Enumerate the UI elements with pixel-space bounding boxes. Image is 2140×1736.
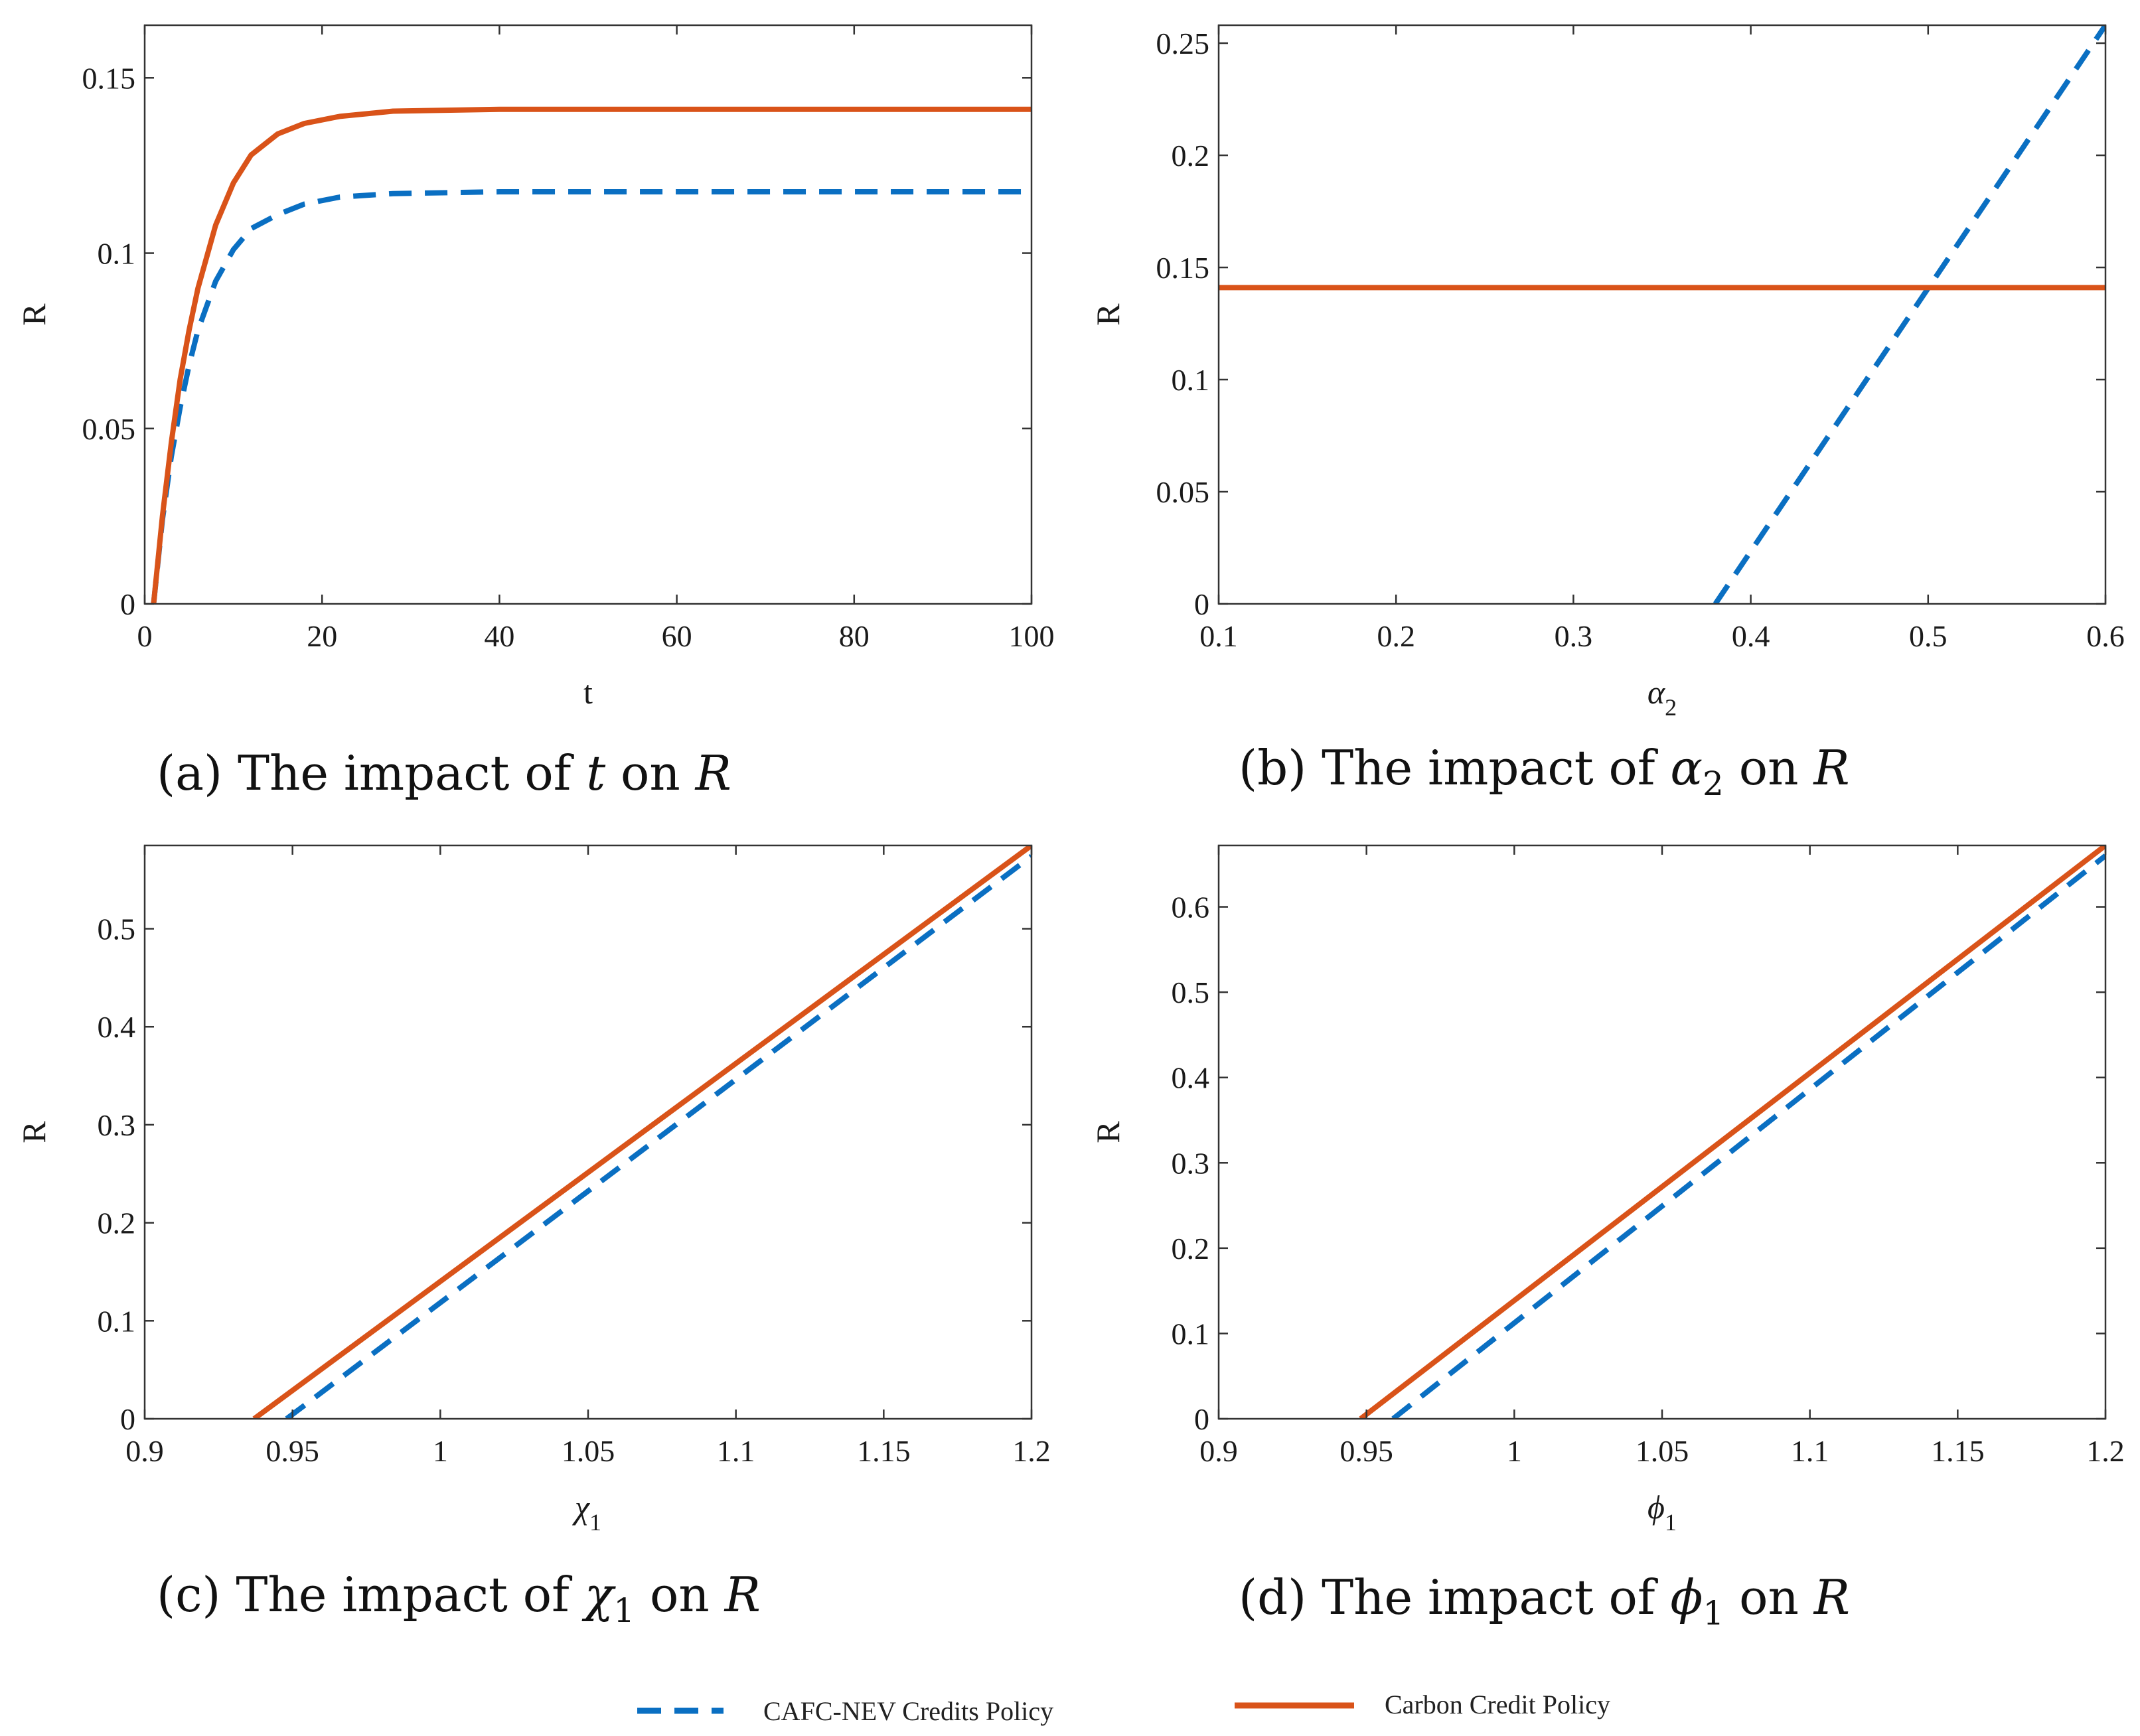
- y-axis-label: R: [15, 303, 52, 326]
- x-tick-label: 60: [662, 619, 692, 653]
- y-axis-label: R: [1089, 1121, 1126, 1143]
- series-carbon-credit-line: [1359, 845, 2105, 1419]
- y-tick-label: 0.1: [98, 1304, 136, 1338]
- y-tick-label: 0.1: [1172, 1317, 1210, 1350]
- x-tick-label: 1.2: [2086, 1434, 2125, 1468]
- panel-caption-c: (c) The impact of χ1 on R: [157, 1567, 761, 1630]
- legend-label-dashed: CAFC-NEV Credits Policy: [763, 1696, 1053, 1726]
- x-tick-label: 1: [1507, 1434, 1522, 1468]
- y-tick-label: 0.3: [98, 1108, 136, 1142]
- y-tick-label: 0.2: [1172, 1232, 1210, 1266]
- legend: CAFC-NEV Credits Policy Carbon Credit Po…: [637, 1690, 1610, 1726]
- panel-caption-a: (a) The impact of t on R: [157, 745, 731, 801]
- plot-frame: [143, 844, 1033, 1420]
- y-tick-label: 0.1: [98, 237, 136, 271]
- x-tick-label: 40: [484, 619, 514, 653]
- y-tick-label: 0: [120, 587, 135, 621]
- x-axis-label: χ1: [572, 1488, 601, 1536]
- series-cafc-nev-line: [1713, 25, 2105, 604]
- plot-frame: [1217, 844, 2107, 1420]
- y-tick-label: 0.2: [1172, 139, 1210, 173]
- y-tick-label: 0.5: [98, 912, 136, 946]
- chart-panel-b: 0.1 0.2 0.3 0.4 0.5 0.6 0 0.05 0.1 0.15 0.2 0.25 α2 R…: [1089, 24, 2125, 803]
- x-tick-label: 100: [1009, 619, 1055, 653]
- panel-caption-d: (d) The impact of ϕ1 on R: [1239, 1569, 1850, 1632]
- x-axis-label: ϕ1: [1647, 1488, 1677, 1536]
- plot-frame: [1217, 24, 2107, 605]
- series-carbon-credit-line: [252, 845, 1032, 1419]
- y-axis-label: R: [15, 1121, 52, 1143]
- y-tick-label: 0.15: [82, 61, 136, 95]
- x-tick-label: 1.15: [857, 1434, 911, 1468]
- x-tick-label: 20: [307, 619, 337, 653]
- x-tick-label: 80: [839, 619, 870, 653]
- x-tick-label: 0.2: [1377, 619, 1415, 653]
- x-tick-label: 0.1: [1199, 619, 1238, 653]
- legend-label-solid: Carbon Credit Policy: [1385, 1690, 1610, 1719]
- y-tick-label: 0.25: [1156, 27, 1210, 60]
- x-tick-label: 0.95: [266, 1434, 319, 1468]
- y-tick-label: 0.05: [1156, 475, 1210, 509]
- x-tick-label: 1: [433, 1434, 448, 1468]
- y-tick-label: 0.05: [82, 412, 136, 446]
- series-cafc-nev-line: [151, 189, 1032, 604]
- y-tick-label: 0.5: [1172, 976, 1210, 1009]
- x-axis-label: α2: [1647, 674, 1677, 721]
- x-tick-label: 0.5: [1909, 619, 1948, 653]
- y-tick-label: 0: [1194, 1402, 1209, 1436]
- y-tick-label: 0.3: [1172, 1146, 1210, 1180]
- chart-panel-d: 0.9 0.95 1 1.05 1.1 1.15 1.2 0 0.1 0.2 0.3 0.4 0.5 0.…: [1089, 844, 2125, 1632]
- x-tick-label: 1.05: [562, 1434, 615, 1468]
- x-tick-label: 0.4: [1732, 619, 1770, 653]
- series-carbon-credit-line: [151, 106, 1032, 604]
- y-tick-label: 0.4: [98, 1010, 136, 1044]
- chart-panel-a: 0 20 40 60 80 100 0 0.05 0.1 0.15 t R (a) The impact…: [15, 24, 1055, 801]
- y-tick-label: 0: [120, 1402, 135, 1436]
- series-cafc-nev-line: [1391, 853, 2105, 1419]
- x-tick-label: 0.3: [1555, 619, 1593, 653]
- plot-frame: [143, 24, 1033, 605]
- y-tick-label: 0.1: [1172, 363, 1210, 397]
- x-tick-label: 1.1: [717, 1434, 755, 1468]
- x-tick-label: 1.2: [1012, 1434, 1051, 1468]
- x-tick-label: 1.15: [1931, 1434, 1985, 1468]
- x-tick-label: 1.1: [1791, 1434, 1829, 1468]
- x-tick-label: 0.95: [1339, 1434, 1393, 1468]
- chart-panel-c: 0.9 0.95 1 1.05 1.1 1.15 1.2 0 0.1 0.2 0.3 0.4 0.5 χ1…: [15, 844, 1051, 1630]
- y-tick-label: 0.15: [1156, 251, 1210, 285]
- y-axis-label: R: [1089, 303, 1126, 326]
- series-cafc-nev-line: [285, 854, 1032, 1419]
- y-tick-label: 0.2: [98, 1206, 136, 1240]
- x-tick-label: 0.9: [125, 1434, 164, 1468]
- x-axis-label: t: [583, 674, 593, 711]
- x-tick-label: 0.6: [2086, 619, 2125, 653]
- x-tick-label: 0: [137, 619, 153, 653]
- x-tick-label: 1.05: [1636, 1434, 1689, 1468]
- panel-caption-b: (b) The impact of α2 on R: [1239, 740, 1850, 803]
- y-tick-label: 0: [1194, 587, 1209, 621]
- y-tick-label: 0.4: [1172, 1061, 1210, 1095]
- y-tick-label: 0.6: [1172, 891, 1210, 924]
- x-tick-label: 0.9: [1199, 1434, 1238, 1468]
